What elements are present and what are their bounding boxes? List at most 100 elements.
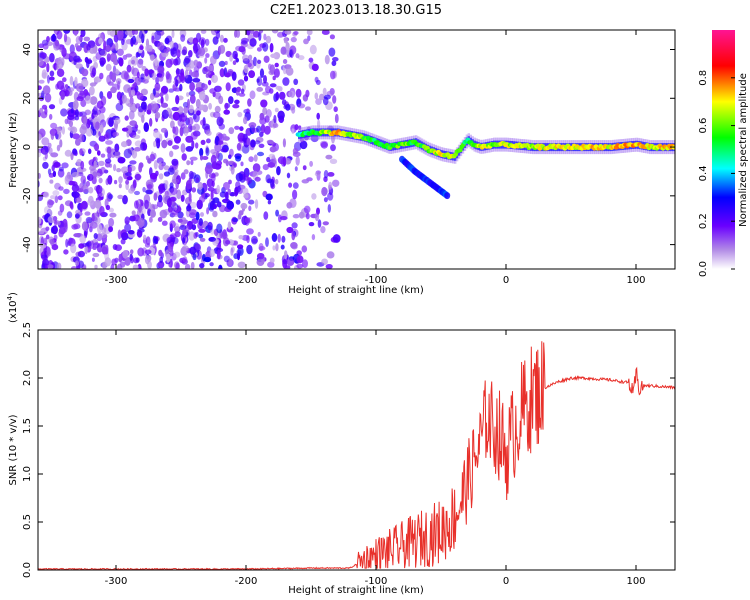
noise-speck xyxy=(171,201,177,207)
noise-speck xyxy=(57,56,63,63)
x-tick-label: -300 xyxy=(105,576,128,587)
noise-speck xyxy=(327,204,331,213)
noise-speck xyxy=(99,205,105,216)
noise-speck xyxy=(170,196,177,202)
noise-speck xyxy=(248,122,257,128)
noise-speck xyxy=(71,184,80,193)
noise-speck xyxy=(100,166,106,174)
noise-speck xyxy=(200,154,203,161)
noise-speck xyxy=(49,113,53,120)
noise-speck xyxy=(256,47,262,52)
noise-speck xyxy=(305,106,311,111)
noise-speck xyxy=(141,114,145,123)
noise-speck xyxy=(283,104,288,110)
noise-speck xyxy=(188,50,193,58)
noise-speck xyxy=(308,57,314,63)
noise-speck xyxy=(225,72,231,78)
noise-speck xyxy=(230,165,235,175)
noise-speck xyxy=(153,140,157,148)
noise-speck xyxy=(294,166,298,172)
noise-speck xyxy=(259,30,264,34)
x-tick-label: 100 xyxy=(626,275,645,286)
noise-speck xyxy=(63,33,68,43)
noise-speck xyxy=(243,116,248,125)
noise-speck xyxy=(257,231,261,237)
noise-speck xyxy=(258,143,265,148)
noise-speck xyxy=(97,160,105,166)
noise-speck xyxy=(91,257,95,262)
noise-speck xyxy=(272,245,276,251)
noise-speck xyxy=(151,103,159,113)
noise-speck xyxy=(219,34,224,43)
noise-speck xyxy=(60,91,65,100)
noise-speck xyxy=(198,90,206,101)
noise-speck xyxy=(43,191,50,198)
noise-speck xyxy=(275,91,279,101)
noise-speck xyxy=(131,149,138,159)
noise-speck xyxy=(254,199,259,209)
noise-speck xyxy=(199,104,205,111)
noise-speck xyxy=(223,37,228,43)
noise-speck xyxy=(85,95,92,104)
noise-speck xyxy=(130,37,134,47)
noise-speck xyxy=(177,106,184,115)
noise-speck xyxy=(248,199,255,205)
noise-speck xyxy=(106,146,112,154)
noise-speck xyxy=(248,70,256,78)
noise-speck xyxy=(195,142,199,149)
noise-speck xyxy=(235,199,241,205)
noise-speck xyxy=(208,65,214,72)
noise-speck xyxy=(232,240,239,246)
noise-speck xyxy=(205,130,212,136)
noise-speck xyxy=(106,53,111,62)
noise-speck xyxy=(38,85,42,90)
noise-speck xyxy=(273,68,280,78)
noise-speck xyxy=(133,257,139,264)
noise-speck xyxy=(122,195,128,205)
noise-speck xyxy=(39,107,44,113)
noise-speck xyxy=(157,42,165,51)
noise-speck xyxy=(315,98,322,105)
noise-speck xyxy=(237,111,243,118)
spectrogram-noise xyxy=(38,30,341,269)
noise-speck xyxy=(320,226,326,234)
noise-speck xyxy=(117,194,124,200)
noise-speck xyxy=(105,140,113,145)
noise-speck xyxy=(291,230,296,241)
noise-speck xyxy=(66,211,73,219)
noise-speck xyxy=(105,132,110,140)
noise-speck xyxy=(150,92,155,101)
noise-speck xyxy=(195,231,199,238)
noise-speck xyxy=(70,203,74,210)
noise-speck xyxy=(74,30,78,37)
noise-speck xyxy=(320,141,328,149)
noise-speck xyxy=(207,221,213,231)
noise-speck xyxy=(117,157,126,164)
noise-speck xyxy=(200,119,206,126)
noise-speck xyxy=(292,182,299,189)
snr-y-label: SNR (10 * v/v) xyxy=(8,414,19,485)
noise-speck xyxy=(114,179,118,185)
noise-speck xyxy=(305,212,310,220)
noise-speck xyxy=(332,95,337,104)
noise-speck xyxy=(238,92,246,97)
noise-speck xyxy=(166,79,172,84)
noise-speck xyxy=(137,247,145,257)
noise-speck xyxy=(188,231,195,241)
noise-speck xyxy=(325,264,333,269)
noise-speck xyxy=(107,175,113,185)
noise-speck xyxy=(182,229,187,236)
noise-speck xyxy=(235,155,242,162)
noise-speck xyxy=(117,30,124,40)
noise-speck xyxy=(218,123,225,130)
noise-speck xyxy=(108,207,114,213)
noise-speck xyxy=(96,100,104,110)
noise-speck xyxy=(229,55,234,62)
noise-speck xyxy=(105,44,111,53)
noise-speck xyxy=(79,234,86,244)
noise-speck xyxy=(153,238,158,244)
noise-speck xyxy=(116,91,122,101)
noise-speck xyxy=(282,156,287,167)
noise-speck xyxy=(184,69,189,79)
